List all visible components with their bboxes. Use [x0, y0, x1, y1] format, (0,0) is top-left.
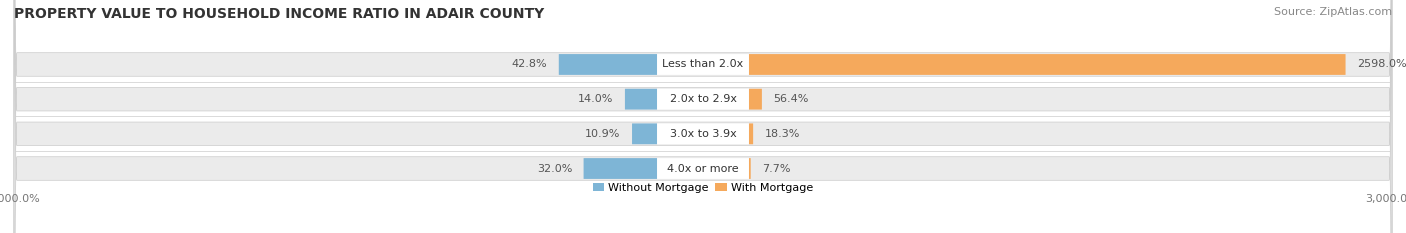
- Text: 42.8%: 42.8%: [512, 59, 547, 69]
- FancyBboxPatch shape: [657, 123, 749, 144]
- Text: 14.0%: 14.0%: [578, 94, 613, 104]
- FancyBboxPatch shape: [749, 54, 1346, 75]
- Text: 2598.0%: 2598.0%: [1357, 59, 1406, 69]
- FancyBboxPatch shape: [657, 54, 749, 75]
- Text: Less than 2.0x: Less than 2.0x: [662, 59, 744, 69]
- FancyBboxPatch shape: [14, 0, 1392, 233]
- FancyBboxPatch shape: [14, 0, 1392, 233]
- FancyBboxPatch shape: [657, 158, 749, 179]
- FancyBboxPatch shape: [749, 158, 751, 179]
- Text: 10.9%: 10.9%: [585, 129, 620, 139]
- FancyBboxPatch shape: [749, 123, 754, 144]
- FancyBboxPatch shape: [633, 123, 657, 144]
- FancyBboxPatch shape: [558, 54, 657, 75]
- Text: 3.0x to 3.9x: 3.0x to 3.9x: [669, 129, 737, 139]
- Text: 18.3%: 18.3%: [765, 129, 800, 139]
- Text: 4.0x or more: 4.0x or more: [668, 164, 738, 174]
- Text: 7.7%: 7.7%: [762, 164, 790, 174]
- FancyBboxPatch shape: [14, 0, 1392, 233]
- FancyBboxPatch shape: [583, 158, 657, 179]
- Legend: Without Mortgage, With Mortgage: Without Mortgage, With Mortgage: [588, 178, 818, 197]
- Text: 56.4%: 56.4%: [773, 94, 808, 104]
- FancyBboxPatch shape: [749, 89, 762, 110]
- FancyBboxPatch shape: [657, 89, 749, 110]
- Text: 32.0%: 32.0%: [537, 164, 572, 174]
- Text: 2.0x to 2.9x: 2.0x to 2.9x: [669, 94, 737, 104]
- Text: Source: ZipAtlas.com: Source: ZipAtlas.com: [1274, 7, 1392, 17]
- FancyBboxPatch shape: [14, 0, 1392, 233]
- Text: PROPERTY VALUE TO HOUSEHOLD INCOME RATIO IN ADAIR COUNTY: PROPERTY VALUE TO HOUSEHOLD INCOME RATIO…: [14, 7, 544, 21]
- FancyBboxPatch shape: [624, 89, 657, 110]
